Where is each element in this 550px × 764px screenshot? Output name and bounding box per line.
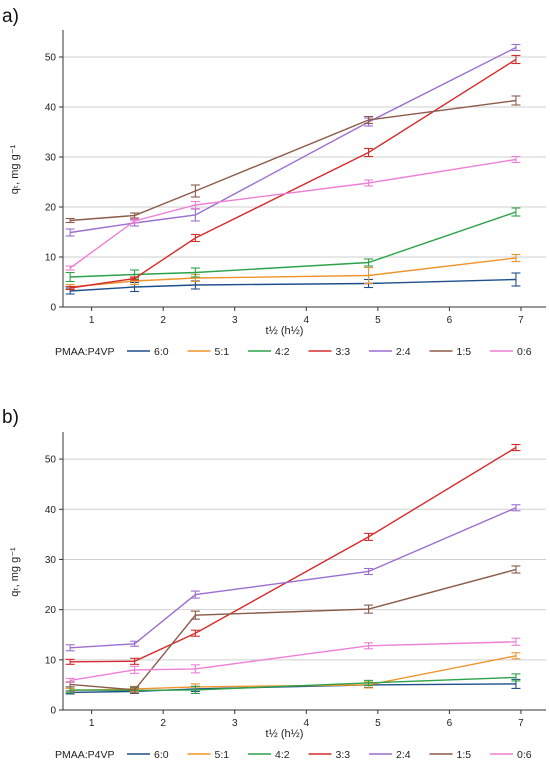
legend-label-2-4: 2:4 [396, 749, 411, 761]
x-tick-label: 6 [447, 718, 453, 729]
legend-title: PMAA:P4VP [55, 346, 115, 358]
y-tick-label: 20 [45, 605, 57, 616]
x-tick-label: 6 [447, 315, 453, 326]
legend-label-4-2: 4:2 [275, 749, 290, 761]
legend-label-0-6: 0:6 [517, 346, 532, 358]
x-axis-label: t½ (h½) [266, 325, 304, 337]
legend-label-5-1: 5:1 [215, 346, 230, 358]
legend-label-6-0: 6:0 [154, 749, 169, 761]
series-line-1-5 [70, 568, 517, 691]
series-line-2-4 [70, 507, 517, 649]
y-tick-label: 40 [45, 103, 57, 114]
x-tick-label: 7 [518, 315, 524, 326]
y-axis-label: qₜ, mg g⁻¹ [9, 144, 21, 194]
panel-label: b) [2, 407, 19, 428]
series-line-3-3 [70, 58, 517, 289]
x-tick-label: 2 [160, 315, 166, 326]
legend-label-1-5: 1:5 [457, 346, 472, 358]
x-tick-label: 4 [304, 718, 310, 729]
panel-label: a) [2, 6, 19, 27]
x-tick-label: 1 [89, 315, 95, 326]
series-line-4-2 [70, 211, 517, 278]
legend-title: PMAA:P4VP [55, 749, 115, 761]
y-tick-label: 30 [45, 555, 57, 566]
x-tick-label: 7 [518, 718, 524, 729]
x-tick-label: 1 [89, 718, 95, 729]
y-tick-label: 40 [45, 505, 57, 516]
legend-label-4-2: 4:2 [275, 346, 290, 358]
legend-label-6-0: 6:0 [154, 346, 169, 358]
x-tick-label: 3 [232, 718, 238, 729]
x-tick-label: 4 [304, 315, 310, 326]
y-tick-label: 30 [45, 153, 57, 164]
legend-label-3-3: 3:3 [336, 749, 351, 761]
x-tick-label: 5 [375, 718, 381, 729]
series-line-1-5 [70, 99, 516, 222]
series-line-0-6 [69, 158, 517, 269]
y-tick-label: 0 [50, 706, 56, 717]
chart-panel-b: 0 10 20 30 40 50 1 2 3 4 5 6 7 b) t½ (h½) qₜ, mg g⁻¹ PMA… [2, 407, 546, 761]
legend-label-0-6: 0:6 [517, 749, 532, 761]
legend-label-5-1: 5:1 [215, 749, 230, 761]
y-tick-label: 50 [45, 53, 57, 64]
series-line-3-3 [70, 446, 517, 663]
y-tick-label: 10 [45, 655, 57, 666]
x-tick-label: 2 [160, 718, 166, 729]
y-tick-label: 10 [45, 253, 57, 264]
x-tick-label: 3 [232, 315, 238, 326]
y-tick-label: 50 [45, 455, 57, 466]
legend-label-1-5: 1:5 [457, 749, 472, 761]
legend-label-3-3: 3:3 [336, 346, 351, 358]
y-tick-label: 0 [50, 303, 56, 314]
series-line-2-4 [70, 46, 517, 234]
x-axis-label: t½ (h½) [266, 728, 304, 740]
chart-panel-a: 0 10 20 30 40 50 1 2 3 4 5 6 7 a) t½ (h½) qₜ, mg g⁻¹ PMA… [2, 6, 546, 358]
x-tick-label: 5 [375, 315, 381, 326]
y-tick-label: 20 [45, 203, 57, 214]
series-line-0-6 [70, 641, 516, 682]
y-axis-label: qₜ, mg g⁻¹ [9, 547, 21, 597]
legend-label-2-4: 2:4 [396, 346, 411, 358]
